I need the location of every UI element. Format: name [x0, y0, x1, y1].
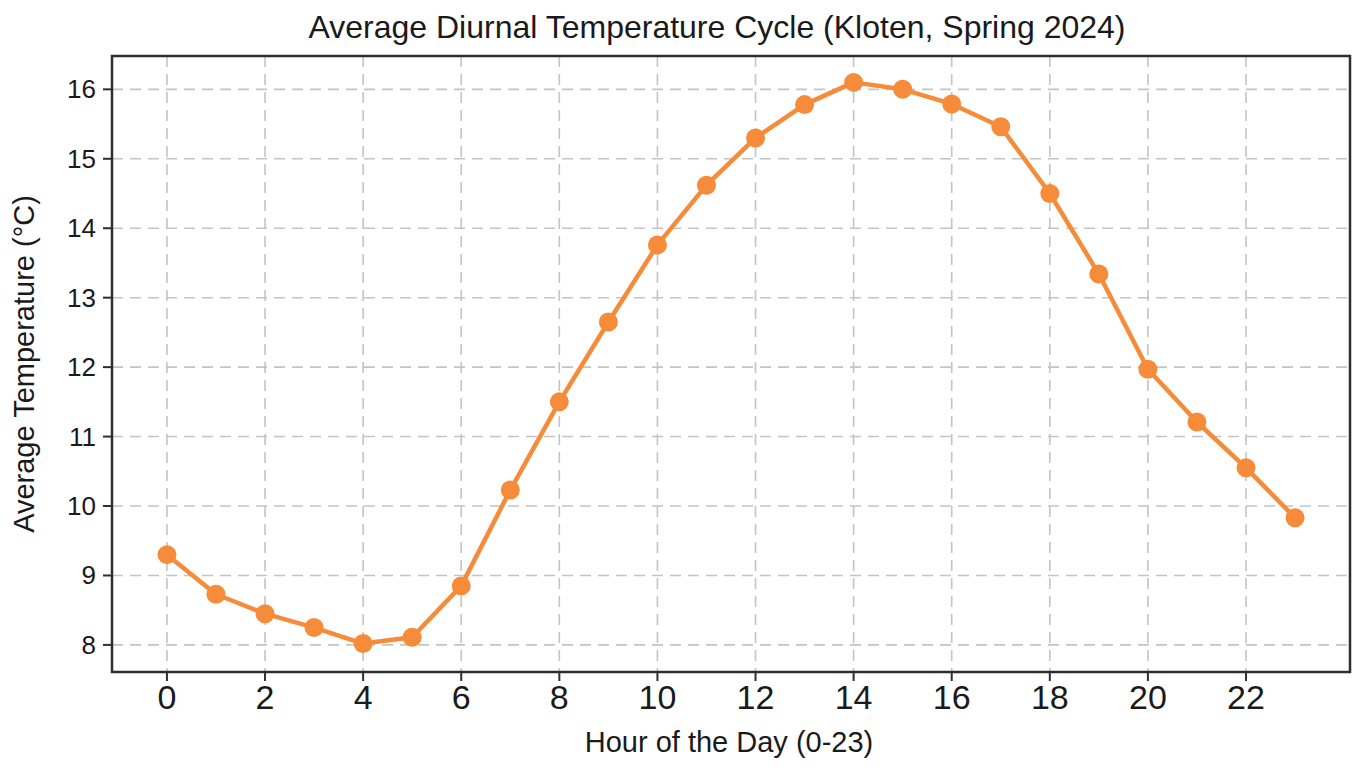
plot-area: 0 2 4 6 8 10 12 14 16 18 20 22 8 9 10 11 12 13 14 15 16: [67, 56, 1350, 716]
diurnal-temperature-chart: Average Diurnal Temperature Cycle (Klote…: [0, 0, 1362, 774]
data-point: [157, 545, 176, 564]
data-point: [452, 576, 471, 595]
data-point: [1237, 458, 1256, 477]
data-point: [844, 73, 863, 92]
y-tick-label: 10: [67, 491, 96, 521]
plot-border: [112, 56, 1350, 672]
x-tick-label: 12: [737, 678, 775, 716]
data-point: [1040, 184, 1059, 203]
x-tick-label: 16: [933, 678, 971, 716]
data-point: [206, 585, 225, 604]
data-point: [403, 628, 422, 647]
data-point: [354, 634, 373, 653]
data-point: [991, 117, 1010, 136]
y-tick-label: 8: [82, 630, 96, 660]
y-tick-label: 16: [67, 74, 96, 104]
chart-figure: Average Diurnal Temperature Cycle (Klote…: [0, 0, 1362, 774]
data-point: [893, 80, 912, 99]
data-point: [550, 392, 569, 411]
chart-title: Average Diurnal Temperature Cycle (Klote…: [308, 9, 1125, 45]
x-tick-label: 2: [256, 678, 275, 716]
data-point: [1286, 508, 1305, 527]
x-axis-label: Hour of the Day (0-23): [585, 726, 874, 758]
data-point: [942, 94, 961, 113]
data-point: [501, 481, 520, 500]
x-tick-label: 0: [157, 678, 176, 716]
y-axis-label: Average Temperature (°C): [8, 195, 40, 533]
y-tick-label: 12: [67, 352, 96, 382]
x-tick-label: 14: [835, 678, 873, 716]
y-tick-label: 15: [67, 144, 96, 174]
data-point: [1187, 412, 1206, 431]
x-tick-label: 20: [1129, 678, 1167, 716]
temperature-line: [167, 82, 1295, 643]
x-tick-label: 6: [452, 678, 471, 716]
data-point: [697, 176, 716, 195]
y-tick-label: 9: [82, 560, 96, 590]
data-point: [305, 618, 324, 637]
x-tick-label: 4: [354, 678, 373, 716]
data-point: [648, 235, 667, 254]
x-tick-label: 8: [550, 678, 569, 716]
data-point: [1138, 360, 1157, 379]
x-tick-label: 22: [1227, 678, 1265, 716]
y-tick-label: 11: [69, 422, 96, 452]
data-point: [599, 312, 618, 331]
data-point: [256, 604, 275, 623]
data-point: [1089, 265, 1108, 284]
y-tick-label: 13: [67, 283, 96, 313]
data-point: [746, 128, 765, 147]
y-tick-label: 14: [67, 213, 96, 243]
x-tick-label: 18: [1031, 678, 1069, 716]
data-point: [795, 95, 814, 114]
x-tick-label: 10: [639, 678, 677, 716]
